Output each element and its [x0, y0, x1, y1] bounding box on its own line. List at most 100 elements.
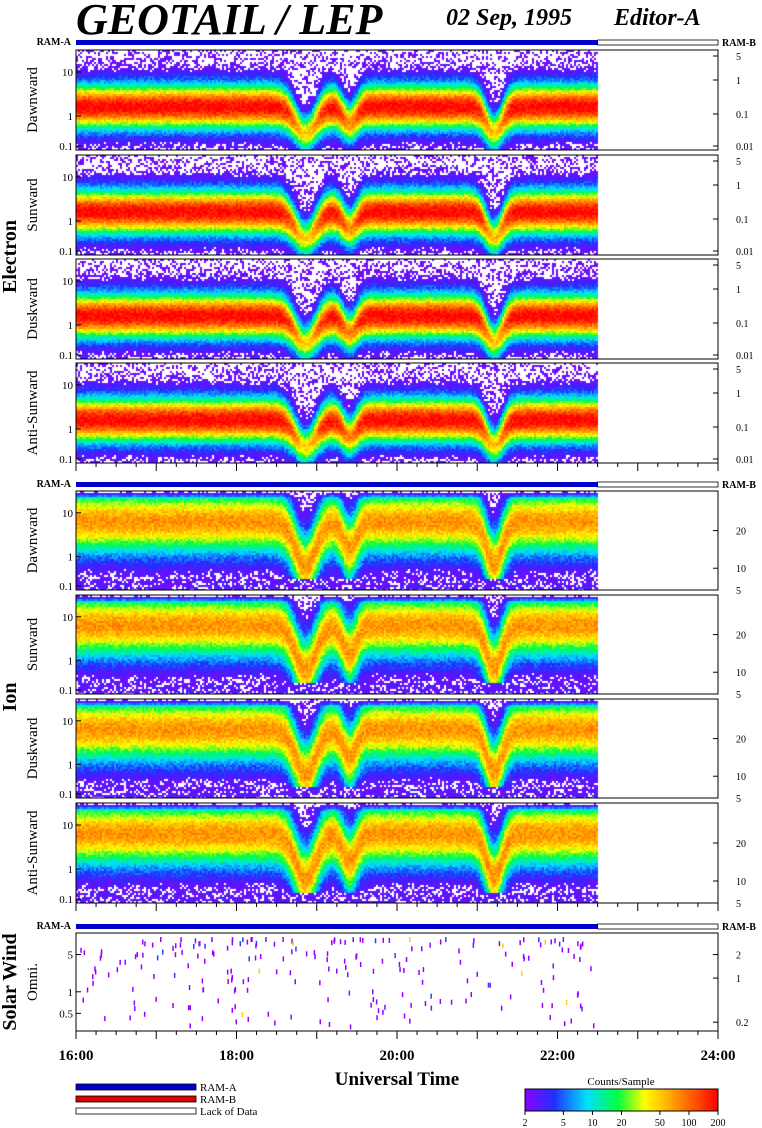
data-dot [388, 937, 391, 943]
data-dot [561, 947, 563, 953]
y-tick-label-left: 10 [62, 172, 74, 184]
page-title: GEOTAIL / LEP [76, 0, 383, 44]
data-dot [275, 969, 278, 975]
data-dot [550, 939, 552, 945]
data-dot [92, 974, 94, 980]
data-dot [100, 952, 103, 958]
data-dot [100, 949, 103, 955]
x-tick-label: 16:00 [59, 1048, 94, 1064]
data-dot [511, 961, 513, 967]
y-tick-label-left: 5 [68, 950, 74, 962]
data-dot [92, 980, 94, 986]
y-tick-label-right: 0.1 [736, 319, 749, 330]
data-dot [247, 977, 250, 983]
y-tick-label-left: 0.1 [59, 246, 73, 258]
data-dot [345, 964, 347, 970]
y-tick-label-left: 1 [68, 216, 74, 228]
colorbar-title: Counts/Sample [587, 1076, 654, 1088]
data-dot [375, 999, 378, 1005]
panel-label: Dawnward [25, 67, 41, 133]
data-dot [422, 967, 425, 973]
spectrogram-ion-2 [76, 699, 718, 798]
data-dot [570, 1018, 572, 1024]
data-dot [466, 978, 469, 984]
data-dot [175, 943, 177, 949]
data-dot [160, 937, 162, 942]
y-tick-label-right: 5 [736, 261, 741, 272]
y-tick-label-right: 5 [736, 586, 741, 597]
legend-label: Lack of Data [200, 1106, 258, 1118]
data-dot [355, 953, 358, 959]
ram-a-label: RAM-A [37, 479, 72, 490]
data-dot [381, 958, 384, 964]
data-dot [129, 1015, 131, 1021]
data-dot [382, 937, 384, 943]
data-dot [226, 945, 229, 951]
data-dot [292, 940, 294, 946]
data-dot [242, 937, 244, 943]
data-dot [579, 1003, 582, 1009]
data-dot [319, 1019, 321, 1025]
data-dot [374, 938, 377, 944]
data-dot [328, 966, 330, 972]
legend-label: RAM-A [200, 1082, 237, 1094]
data-dot [235, 1019, 237, 1025]
y-tick-label-left: 0.1 [59, 454, 73, 466]
data-dot [504, 951, 507, 957]
panel-frame [75, 698, 719, 799]
data-dot [231, 940, 234, 946]
data-dot [410, 1002, 412, 1008]
data-dot [394, 953, 396, 959]
data-dot [248, 956, 250, 962]
data-dot [430, 993, 432, 999]
spectrogram-ion-0 [76, 491, 718, 590]
data-dot [155, 996, 157, 1002]
spectrogram-electron-3 [76, 363, 718, 463]
data-dot [384, 1004, 386, 1010]
data-dot [258, 968, 260, 974]
colorbar-tick-label: 50 [655, 1118, 665, 1128]
data-dot [439, 998, 442, 1004]
data-dot [421, 946, 423, 952]
data-dot [255, 943, 257, 949]
data-dot [521, 970, 523, 976]
data-dot [319, 980, 321, 986]
data-dot [246, 987, 249, 993]
panel-label: Sunward [25, 178, 41, 232]
y-tick-label-right: 1 [736, 974, 741, 985]
data-dot [398, 961, 401, 967]
data-dot [348, 990, 351, 996]
y-tick-label-right: 20 [736, 735, 746, 746]
data-dot [359, 937, 362, 943]
data-dot [305, 951, 308, 957]
data-dot [331, 940, 333, 946]
panel-label: Dawnward [25, 507, 41, 573]
data-dot [142, 939, 144, 945]
y-tick-label-left: 1 [68, 655, 74, 667]
data-dot [372, 968, 375, 974]
panel-label: Sunward [25, 617, 41, 671]
y-tick-label-left: 0.5 [59, 1008, 73, 1020]
data-dot [250, 937, 252, 942]
data-dot [291, 949, 293, 955]
data-dot [230, 968, 232, 974]
legend-swatch [75, 1083, 197, 1091]
data-dot [173, 972, 176, 978]
data-dot [116, 967, 119, 973]
data-dot [549, 1015, 551, 1020]
spectrogram-ion-3 [76, 803, 718, 903]
y-tick-label-right: 10 [736, 772, 746, 783]
spectrogram-ion-1 [76, 595, 718, 694]
data-dot [242, 979, 245, 985]
data-dot [187, 963, 189, 969]
y-tick-label-right: 20 [736, 631, 746, 642]
data-dot [523, 937, 525, 943]
y-tick-label-right: 1 [736, 181, 741, 192]
data-dot [458, 948, 460, 954]
data-dot [377, 1008, 380, 1014]
data-dot [274, 1020, 276, 1026]
data-dot [362, 937, 364, 943]
y-tick-label-right: 1 [736, 389, 741, 400]
data-dot [180, 937, 182, 943]
data-dot [82, 997, 84, 1003]
